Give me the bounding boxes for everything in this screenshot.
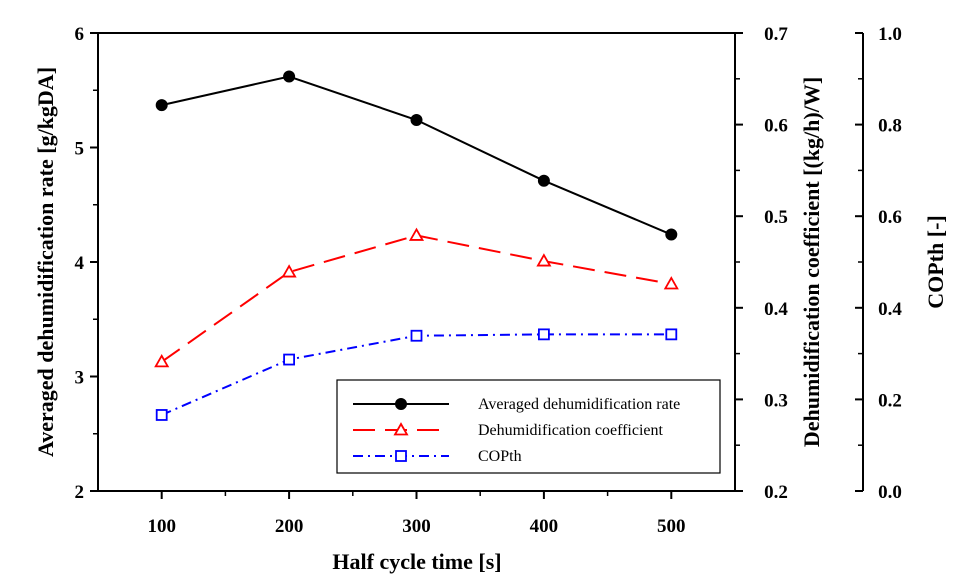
y2-axis: 0.2 0.3 0.4 0.5 0.6 0.7 [735,24,788,503]
y2-tick-label: 0.6 [764,116,788,137]
legend-marker [395,450,407,462]
y3-tick-label: 0.4 [878,299,902,320]
series-line [161,75,672,236]
data-point [154,354,170,368]
y3-tick-label: 0.6 [878,207,902,228]
data-point [665,228,678,241]
x-tick-label: 200 [275,516,304,537]
data-point [663,276,679,290]
y1-axis-title: Averaged dehumidification rate [g/kgDA] [33,67,58,457]
data-point [408,227,425,241]
y2-tick-label: 0.4 [764,299,788,320]
y3-tick-label: 0.0 [878,482,902,503]
data-point [665,328,678,341]
y1-tick-label: 2 [75,482,85,503]
y2-tick-label: 0.5 [764,207,788,228]
legend-label: COPth [478,448,522,465]
legend: Averaged dehumidification rate Dehumidifi… [336,379,721,474]
x-tick-label: 300 [402,516,431,537]
x-tick-label: 100 [147,516,176,537]
data-point [283,353,296,366]
series-y1 [155,70,678,241]
data-point [283,70,296,83]
y2-tick-label: 0.3 [764,390,788,411]
series-layer [154,70,679,421]
y3-axis: 0.0 0.2 0.4 0.6 0.8 1.0 [855,24,902,503]
legend-label: Averaged dehumidification rate [478,396,680,413]
y3-axis-title: COPth [-] [923,215,948,308]
y1-tick-label: 4 [75,253,85,274]
y3-tick-label: 0.2 [878,390,902,411]
data-point [538,328,550,341]
data-point [155,409,168,421]
y1-tick-label: 6 [75,24,85,45]
x-axis: 100 200 300 400 500 [147,491,686,537]
x-tick-label: 500 [657,516,686,537]
series-y2 [154,227,679,368]
data-point [410,114,423,127]
x-axis-title: Half cycle time [s] [332,549,501,574]
y1-axis: 2 3 4 5 6 [75,24,98,503]
y2-axis-title: Dehumidification coefficient [(kg/h)/W] [799,77,824,447]
series-line [161,234,672,363]
y3-tick-label: 0.8 [878,116,902,137]
x-tick-label: 400 [530,516,559,537]
series-y3 [155,328,678,421]
legend-marker [395,398,407,410]
data-point [281,264,297,278]
y1-tick-label: 5 [75,139,85,160]
y2-tick-label: 0.7 [764,24,788,45]
y1-tick-label: 3 [75,368,85,389]
legend-marker [393,422,409,436]
data-point [537,174,550,187]
legend-label: Dehumidification coefficient [478,422,664,439]
data-point [155,99,168,112]
data-point [536,253,552,267]
y3-tick-label: 1.0 [878,24,902,45]
y2-tick-label: 0.2 [764,482,788,503]
data-point [410,329,423,342]
